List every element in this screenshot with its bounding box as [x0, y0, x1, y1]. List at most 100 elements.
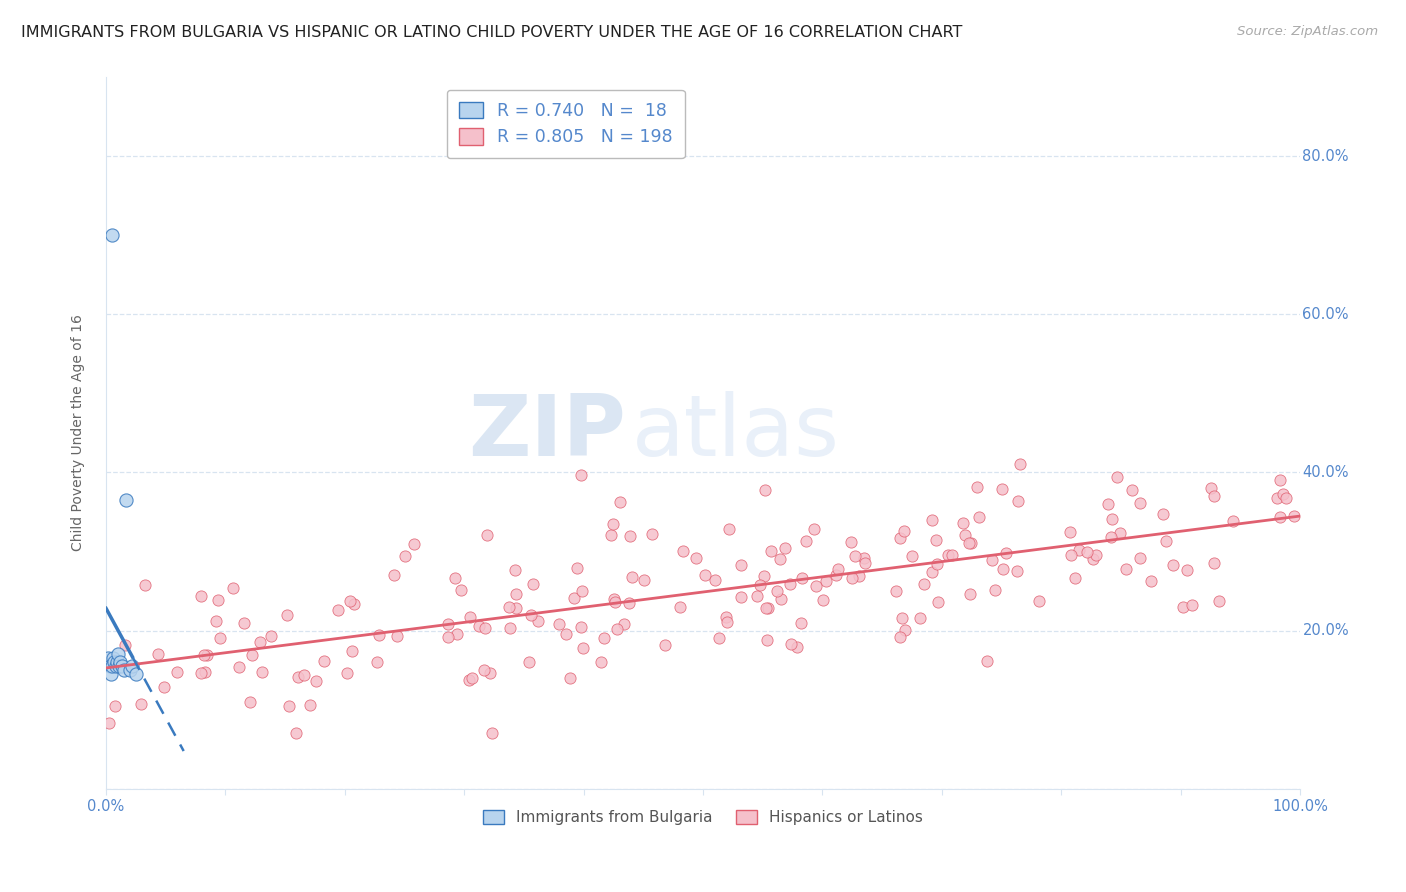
Text: 60.0%: 60.0% — [1302, 307, 1348, 322]
Point — [839, 535, 862, 549]
Point — [233, 615, 256, 630]
Point — [844, 549, 866, 563]
Point — [619, 596, 641, 610]
Point — [980, 552, 1002, 566]
Point — [481, 726, 503, 740]
Point — [520, 608, 543, 623]
Point — [474, 621, 496, 635]
Point — [993, 562, 1015, 576]
Point — [755, 633, 778, 648]
Point — [1284, 508, 1306, 523]
Point — [912, 577, 935, 591]
Point — [505, 600, 527, 615]
Point — [1175, 563, 1198, 577]
Point — [1005, 564, 1028, 578]
Point — [1129, 496, 1152, 510]
Point — [967, 510, 990, 524]
Point — [884, 583, 907, 598]
Point — [891, 611, 914, 625]
Point — [436, 617, 458, 632]
Point — [1097, 497, 1119, 511]
Point — [669, 600, 692, 615]
Point — [458, 673, 481, 687]
Point — [104, 699, 127, 714]
Point — [205, 614, 228, 628]
Point — [569, 620, 592, 634]
Point — [101, 659, 124, 673]
Point — [754, 483, 776, 497]
Point — [382, 568, 405, 582]
Point — [815, 574, 838, 589]
Point — [444, 571, 467, 585]
Text: ZIP: ZIP — [468, 392, 626, 475]
Point — [565, 561, 588, 575]
Point — [769, 551, 792, 566]
Point — [461, 671, 484, 685]
Point — [277, 698, 299, 713]
Point — [367, 628, 389, 642]
Point — [1109, 526, 1132, 541]
Point — [790, 616, 813, 631]
Point — [976, 654, 998, 668]
Point — [593, 631, 616, 645]
Point — [730, 591, 752, 605]
Point — [794, 533, 817, 548]
Point — [260, 629, 283, 643]
Point — [780, 636, 803, 650]
Point — [749, 578, 772, 592]
Point — [952, 516, 974, 531]
Point — [339, 594, 361, 608]
Point — [804, 579, 827, 593]
Point — [894, 623, 917, 637]
Point — [716, 615, 738, 629]
Point — [941, 548, 963, 562]
Point — [717, 522, 740, 536]
Point — [756, 601, 779, 615]
Point — [803, 522, 825, 536]
Point — [959, 587, 981, 601]
Point — [1270, 474, 1292, 488]
Point — [921, 565, 943, 579]
Point — [1199, 481, 1222, 495]
Point — [560, 671, 582, 685]
Point — [562, 591, 585, 605]
Point — [326, 602, 349, 616]
Point — [190, 590, 212, 604]
Point — [1007, 493, 1029, 508]
Point — [900, 549, 922, 564]
Point — [1008, 457, 1031, 471]
Point — [472, 664, 495, 678]
Point — [194, 665, 217, 679]
Point — [619, 529, 641, 543]
Point — [446, 627, 468, 641]
Point — [1181, 598, 1204, 612]
Point — [121, 659, 143, 673]
Point — [110, 659, 132, 673]
Point — [1152, 507, 1174, 521]
Point — [695, 567, 717, 582]
Point — [100, 667, 122, 681]
Point — [1265, 491, 1288, 505]
Point — [716, 610, 738, 624]
Point — [1202, 556, 1225, 570]
Point — [304, 673, 326, 688]
Point — [813, 592, 835, 607]
Point — [547, 617, 569, 632]
Point — [1202, 489, 1225, 503]
Point — [613, 616, 636, 631]
Point — [602, 517, 624, 532]
Point — [889, 630, 911, 644]
Point — [1067, 542, 1090, 557]
Point — [1076, 545, 1098, 559]
Point — [437, 630, 460, 644]
Point — [893, 524, 915, 538]
Point — [1140, 574, 1163, 589]
Point — [707, 631, 730, 645]
Point — [966, 480, 988, 494]
Point — [499, 621, 522, 635]
Point — [402, 537, 425, 551]
Point — [641, 527, 664, 541]
Point — [755, 601, 778, 615]
Point — [1129, 551, 1152, 566]
Point — [228, 660, 250, 674]
